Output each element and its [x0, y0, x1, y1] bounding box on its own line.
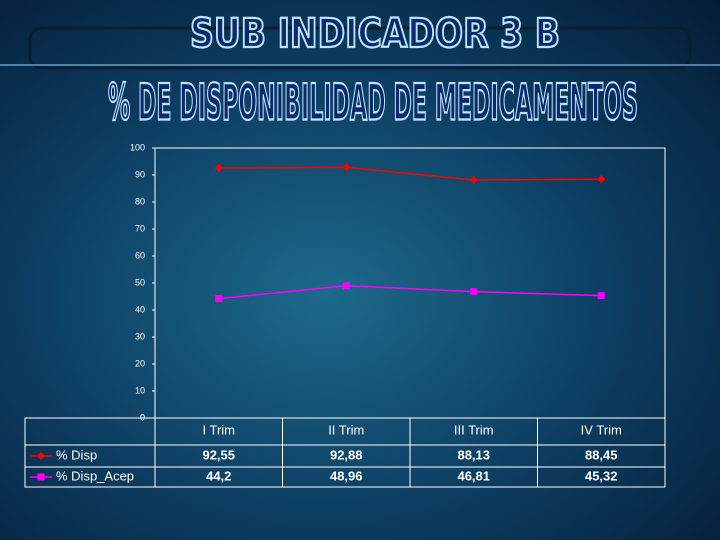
marker — [342, 163, 351, 172]
table-cell: 44,2 — [206, 468, 231, 483]
y-tick-label: 30 — [135, 331, 145, 341]
marker — [469, 176, 478, 185]
table-cell: 88,13 — [457, 447, 490, 462]
table-cell: 45,32 — [585, 468, 618, 483]
marker — [215, 295, 223, 303]
series-line — [218, 166, 602, 181]
table-cell: 92,88 — [330, 447, 363, 462]
y-tick-label: 70 — [135, 223, 145, 233]
table-cell: 92,55 — [202, 447, 235, 462]
marker — [214, 164, 223, 173]
table-cell: 88,45 — [585, 447, 618, 462]
y-tick-label: 90 — [135, 169, 145, 179]
legend-label: % Disp_Acep — [56, 468, 134, 483]
marker — [597, 292, 605, 300]
legend-label: % Disp — [56, 447, 97, 462]
x-tick-label: III Trim — [454, 422, 494, 437]
table-cell: 48,96 — [330, 468, 363, 483]
subtitle: % DE DISPONIBILIDAD DE MEDICAMENTOS — [108, 74, 638, 132]
y-tick-label: 0 — [140, 412, 145, 422]
marker — [342, 282, 350, 290]
y-tick-label: 100 — [130, 142, 145, 152]
title: SUB INDICADOR 3 B — [190, 11, 560, 57]
table-cell: 46,81 — [457, 468, 490, 483]
data-table — [24, 417, 666, 488]
y-tick-label: 40 — [135, 304, 145, 314]
legend-marker — [37, 473, 45, 481]
x-tick-label: II Trim — [328, 422, 364, 437]
legend-marker — [37, 452, 45, 460]
title-frame — [28, 26, 692, 70]
y-tick-label: 60 — [135, 250, 145, 260]
y-tick-label: 50 — [135, 277, 145, 287]
y-tick-label: 20 — [135, 358, 145, 368]
marker — [597, 175, 606, 184]
marker — [470, 288, 478, 296]
y-tick-label: 10 — [135, 385, 145, 395]
x-tick-label: IV Trim — [581, 422, 622, 437]
y-tick-label: 80 — [135, 196, 145, 206]
series-line — [218, 285, 602, 300]
x-tick-label: I Trim — [203, 422, 236, 437]
